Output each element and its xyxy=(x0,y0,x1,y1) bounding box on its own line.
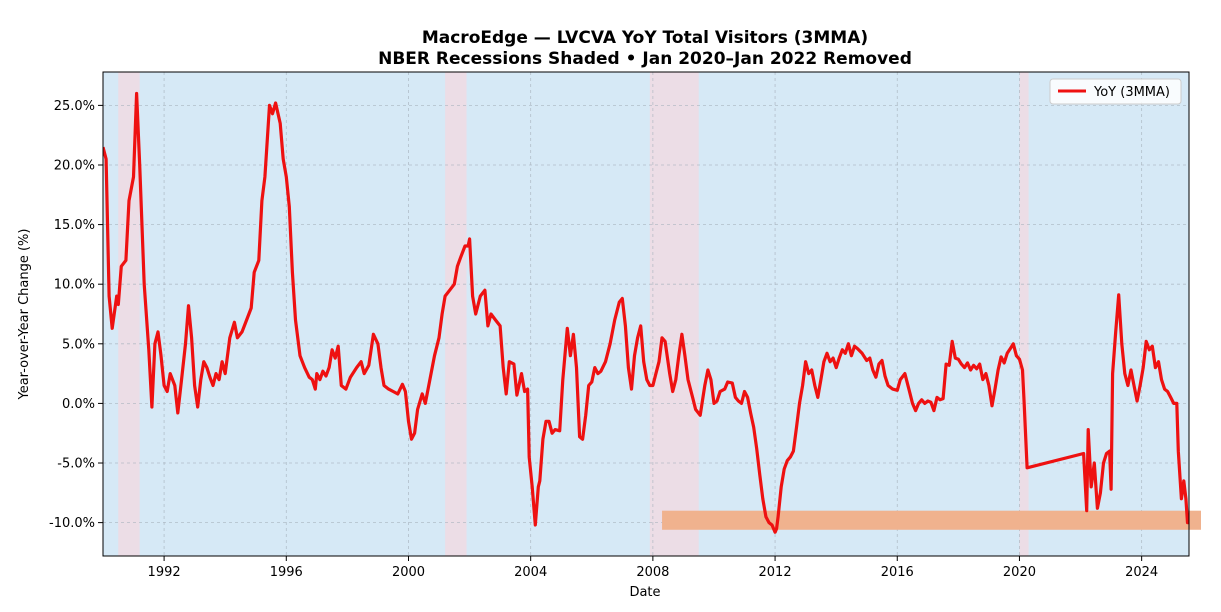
x-tick-label-1992: 1992 xyxy=(148,565,181,580)
y-tick-label-7: 25.0% xyxy=(54,99,95,114)
x-tick-label-2004: 2004 xyxy=(514,565,547,580)
legend-label: YoY (3MMA) xyxy=(1093,85,1170,100)
recession-band-3 xyxy=(1019,72,1029,556)
y-tick-label-3: 5.0% xyxy=(62,337,95,352)
x-axis-label: Date xyxy=(629,585,660,600)
y-tick-label-5: 15.0% xyxy=(54,218,95,233)
chart-title-line1: MacroEdge — LVCVA YoY Total Visitors (3M… xyxy=(422,28,868,48)
y-axis-label: Year-over-Year Change (%) xyxy=(17,229,32,401)
x-tick-label-2008: 2008 xyxy=(636,565,669,580)
recession-band-0 xyxy=(118,72,140,556)
x-tick-label-2016: 2016 xyxy=(881,565,914,580)
x-tick-label-2012: 2012 xyxy=(759,565,792,580)
chart-title-line2: NBER Recessions Shaded • Jan 2020–Jan 20… xyxy=(378,49,912,69)
y-tick-label-2: 0.0% xyxy=(62,397,95,412)
recession-band-2 xyxy=(649,72,699,556)
x-tick-label-2000: 2000 xyxy=(392,565,425,580)
highlight-band xyxy=(662,510,1201,530)
x-tick-label-2024: 2024 xyxy=(1125,565,1158,580)
y-tick-label-0: -10.0% xyxy=(49,516,95,531)
y-tick-label-6: 20.0% xyxy=(54,158,95,173)
recession-band-1 xyxy=(445,72,467,556)
y-tick-label-4: 10.0% xyxy=(54,278,95,293)
plot-frame xyxy=(102,71,1190,557)
x-tick-label-2020: 2020 xyxy=(1003,565,1036,580)
x-tick-label-1996: 1996 xyxy=(270,565,303,580)
plot-area: 1992 1996 2000 2004 2008 2012 2016 2020 2024 -10.… xyxy=(49,71,1201,580)
legend-box xyxy=(1049,78,1182,105)
y-tick-label-1: -5.0% xyxy=(57,457,95,472)
series-line-0 xyxy=(103,91,1189,534)
legend: YoY (3MMA) xyxy=(1049,78,1182,105)
